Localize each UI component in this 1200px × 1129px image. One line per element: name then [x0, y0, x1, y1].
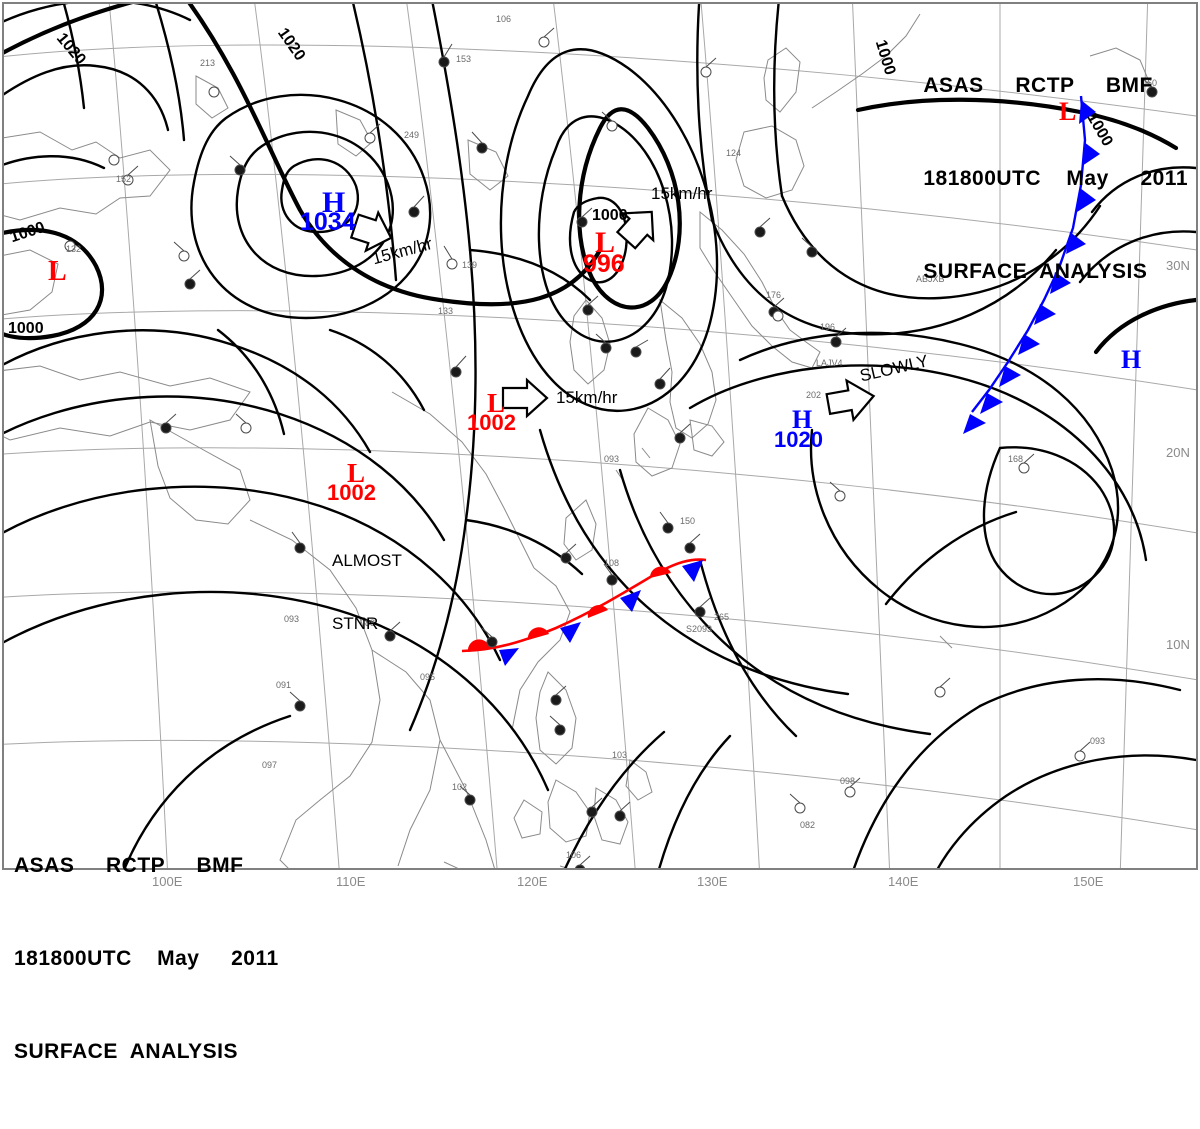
title-top-line3: SURFACE ANALYSIS	[923, 260, 1148, 283]
svg-text:196: 196	[820, 322, 835, 332]
lon-100e: 100E	[152, 874, 183, 889]
svg-text:106: 106	[496, 14, 511, 24]
svg-text:LAJV4: LAJV4	[816, 358, 843, 368]
svg-text:098: 098	[840, 776, 855, 786]
lat-10n: 10N	[1166, 637, 1190, 652]
svg-text:249: 249	[404, 130, 419, 140]
pressure-value-high-1020: 1020	[774, 427, 823, 452]
pressure-center-low-west-edge: L	[48, 256, 67, 287]
title-bottom-line2: 181800UTC May 2011	[14, 947, 279, 970]
svg-text:213: 213	[200, 58, 215, 68]
lon-130e: 130E	[697, 874, 728, 889]
svg-text:082: 082	[800, 820, 815, 830]
map-frame	[2, 2, 1198, 870]
cold-front-pips-stationary	[499, 560, 703, 666]
stnr-line2: STNR	[332, 614, 379, 633]
title-bottom-line1: ASAS RCTP BMF	[14, 854, 244, 877]
lat-20n: 20N	[1166, 445, 1190, 460]
svg-text:202: 202	[806, 390, 821, 400]
svg-text:ABJXB: ABJXB	[916, 274, 945, 284]
pressure-value-high-1034: 1034	[300, 208, 356, 236]
svg-text:265: 265	[714, 612, 729, 622]
svg-text:093: 093	[604, 454, 619, 464]
isobar-label-1000: 1000	[592, 207, 628, 224]
cold-front-pips	[963, 100, 1100, 434]
svg-text:060: 060	[1142, 78, 1157, 88]
pressure-value-low-996: 996	[583, 250, 625, 278]
svg-text:088: 088	[360, 618, 375, 628]
svg-text:095: 095	[420, 672, 435, 682]
svg-text:168: 168	[1008, 454, 1023, 464]
title-top-line2: 181800UTC May 2011	[923, 167, 1188, 190]
svg-text:106: 106	[566, 850, 581, 860]
pressure-center-low-1002-stnr: L	[347, 458, 366, 488]
pressure-center-high-1034: H	[322, 186, 346, 219]
svg-text:153: 153	[456, 54, 471, 64]
movement-arrows	[349, 209, 876, 423]
svg-text:102: 102	[452, 782, 467, 792]
pressure-center-high-east: H	[1121, 345, 1142, 374]
pressure-value-low-1002-stnr: 1002	[327, 480, 376, 505]
motion-low-996: 15km/hr	[651, 184, 713, 203]
svg-text:097: 097	[262, 760, 277, 770]
svg-text:150: 150	[680, 516, 695, 526]
isobars	[3, 3, 1197, 869]
title-bottom-line3: SURFACE ANALYSIS	[14, 1040, 238, 1063]
cold-front-pacific	[963, 95, 1100, 434]
isobar-label-1000: 1000	[8, 320, 44, 337]
warm-front-bumps	[467, 566, 671, 652]
svg-text:133: 133	[438, 306, 453, 316]
pressure-center-high-1020: H	[792, 405, 813, 434]
svg-text:093: 093	[284, 614, 299, 624]
pressure-value-low-1002-east: 1002	[467, 410, 516, 435]
motion-low-1002: 15km/hr	[556, 388, 618, 407]
svg-text:132: 132	[66, 244, 81, 254]
svg-text:139: 139	[462, 260, 477, 270]
pressure-center-low-996: L	[595, 226, 616, 259]
svg-text:152: 152	[116, 174, 131, 184]
pressure-center-low-1002-east: L	[487, 388, 506, 418]
almost-stnr-note: ALMOST STNR	[332, 508, 402, 676]
coastlines	[3, 13, 1151, 869]
svg-text:124: 124	[726, 148, 741, 158]
svg-text:091: 091	[276, 680, 291, 690]
title-top-line1: ASAS RCTP BMF	[923, 74, 1153, 97]
arrow-low-996	[615, 210, 655, 250]
lat-30n: 30N	[1166, 258, 1190, 273]
lon-110e: 110E	[336, 874, 366, 889]
stationary-front-south	[461, 558, 707, 666]
svg-text:103: 103	[612, 750, 627, 760]
arrow-high-1020	[825, 378, 876, 423]
station-plots: 213 153 106 124 249 139 133 176 196 202 150 10…	[64, 14, 1158, 869]
title-block-top: ASAS RCTP BMF 181800UTC May 2011 SURFACE…	[923, 8, 1188, 349]
svg-text:S2093: S2093	[686, 624, 712, 634]
lon-150e: 150E	[1073, 874, 1104, 889]
svg-text:176: 176	[766, 290, 781, 300]
lon-140e: 140E	[888, 874, 919, 889]
svg-text:108: 108	[604, 558, 619, 568]
arrow-high-1034	[349, 209, 393, 253]
surface-analysis-chart: 213 153 106 124 249 139 133 176 196 202 150 10…	[0, 0, 1200, 1063]
stnr-line1: ALMOST	[332, 551, 402, 570]
weather-map-canvas: 213 153 106 124 249 139 133 176 196 202 150 10…	[2, 2, 1198, 870]
svg-text:093: 093	[1090, 736, 1105, 746]
title-block-bottom: ASAS RCTP BMF 181800UTC May 2011 SURFACE…	[14, 788, 279, 1129]
arrow-low-1002	[501, 377, 549, 419]
pressure-center-low-northeast: L	[1059, 97, 1077, 126]
lon-120e: 120E	[517, 874, 548, 889]
